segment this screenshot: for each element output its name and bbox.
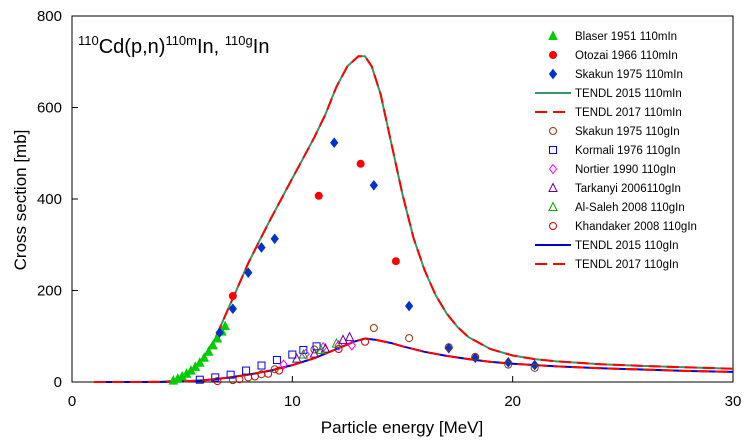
- data-point: [530, 363, 539, 372]
- legend-swatch: [548, 201, 558, 211]
- data-point: [344, 331, 355, 342]
- legend-swatch: [548, 163, 558, 175]
- data-point: [257, 242, 266, 253]
- data-point: [471, 352, 480, 361]
- y-axis-label: Cross section [mb]: [11, 130, 30, 271]
- data-point: [347, 340, 356, 351]
- data-point: [275, 366, 284, 375]
- chart-title: 110Cd(p,n)110mIn, 110gIn: [78, 33, 269, 58]
- data-point: [405, 334, 414, 343]
- data-point: [391, 257, 400, 266]
- legend-swatch: [549, 127, 557, 135]
- legend-swatch: [549, 146, 557, 154]
- legend-label: Skakun 1975 110mIn: [575, 69, 683, 81]
- data-point: [228, 303, 237, 315]
- data-point: [199, 352, 210, 362]
- data-point: [220, 320, 230, 331]
- legend-swatch: [549, 51, 557, 59]
- data-point: [504, 357, 513, 368]
- x-tick-label: 30: [725, 393, 742, 410]
- legend-label: Tarkanyi 2006110gIn: [575, 183, 681, 195]
- data-point: [235, 375, 244, 384]
- data-points: [168, 137, 539, 386]
- data-point: [369, 179, 378, 191]
- data-point: [301, 348, 310, 360]
- data-point: [215, 327, 224, 338]
- axis-ticks: 0 10 20 30 0 200 400 600 800: [37, 8, 741, 410]
- data-point: [444, 343, 453, 352]
- data-point: [320, 342, 331, 353]
- data-point: [404, 300, 414, 312]
- data-point: [330, 137, 339, 149]
- legend-label: Otozai 1966 110mIn: [575, 50, 678, 62]
- plot-area: [71, 15, 734, 383]
- legend-swatch: [548, 30, 558, 40]
- x-axis-label: Particle energy [MeV]: [321, 418, 484, 437]
- data-point: [208, 339, 218, 350]
- legend-swatch: [548, 68, 558, 80]
- data-point: [264, 369, 273, 378]
- data-point: [242, 366, 251, 375]
- data-point: [288, 350, 297, 359]
- data-point: [272, 356, 281, 365]
- data-point: [244, 267, 253, 278]
- data-point: [314, 191, 323, 200]
- legend-label: TENDL 2017 110gIn: [575, 259, 679, 271]
- x-tick-label: 10: [284, 393, 301, 410]
- data-point: [369, 324, 378, 333]
- data-point: [504, 360, 513, 369]
- legend-label: Al-Saleh 2008 110gIn: [575, 202, 685, 214]
- data-point: [356, 159, 365, 168]
- data-point: [299, 345, 308, 354]
- data-point: [334, 345, 343, 354]
- legend-swatch: [549, 222, 557, 230]
- legend-label: Kormali 1976 110gIn: [575, 145, 680, 157]
- data-point: [331, 337, 342, 348]
- data-point: [228, 291, 237, 300]
- legend-label: TENDL 2015 110mIn: [575, 88, 682, 100]
- y-tick-label: 0: [54, 374, 62, 391]
- y-tick-label: 600: [37, 100, 62, 117]
- legend-label: Khandaker 2008 110gIn: [575, 221, 697, 233]
- data-point: [270, 233, 279, 245]
- legend-label: Skakun 1975 110gIn: [575, 126, 680, 138]
- y-tick-label: 800: [37, 8, 62, 25]
- legend-label: Nortier 1990 110gIn: [575, 164, 676, 176]
- data-point: [298, 348, 309, 359]
- data-point: [361, 337, 370, 346]
- data-point: [316, 344, 326, 354]
- data-point: [195, 375, 204, 384]
- data-point: [270, 365, 279, 374]
- data-point: [530, 359, 539, 371]
- data-point: [250, 372, 259, 381]
- data-point: [279, 359, 288, 370]
- data-point: [257, 361, 266, 370]
- data-point: [338, 334, 348, 344]
- legend-label: Blaser 1951 110mIn: [575, 31, 677, 43]
- data-point: [309, 348, 320, 358]
- data-point: [213, 377, 222, 386]
- curve-tendl-2017-110gin: [94, 337, 734, 383]
- y-tick-label: 400: [37, 191, 62, 208]
- legend-label: TENDL 2015 110gIn: [575, 240, 679, 252]
- x-tick-label: 20: [504, 393, 521, 410]
- data-point: [226, 370, 235, 379]
- legend-label: TENDL 2017 110mIn: [575, 107, 682, 119]
- data-point: [203, 346, 214, 356]
- legend: Blaser 1951 110mIn Otozai 1966 110mIn Skak…: [535, 30, 697, 271]
- data-point: [194, 357, 205, 367]
- x-tick-label: 0: [68, 393, 76, 410]
- data-point: [212, 332, 223, 343]
- y-tick-label: 200: [37, 283, 62, 300]
- legend-swatch: [548, 182, 558, 192]
